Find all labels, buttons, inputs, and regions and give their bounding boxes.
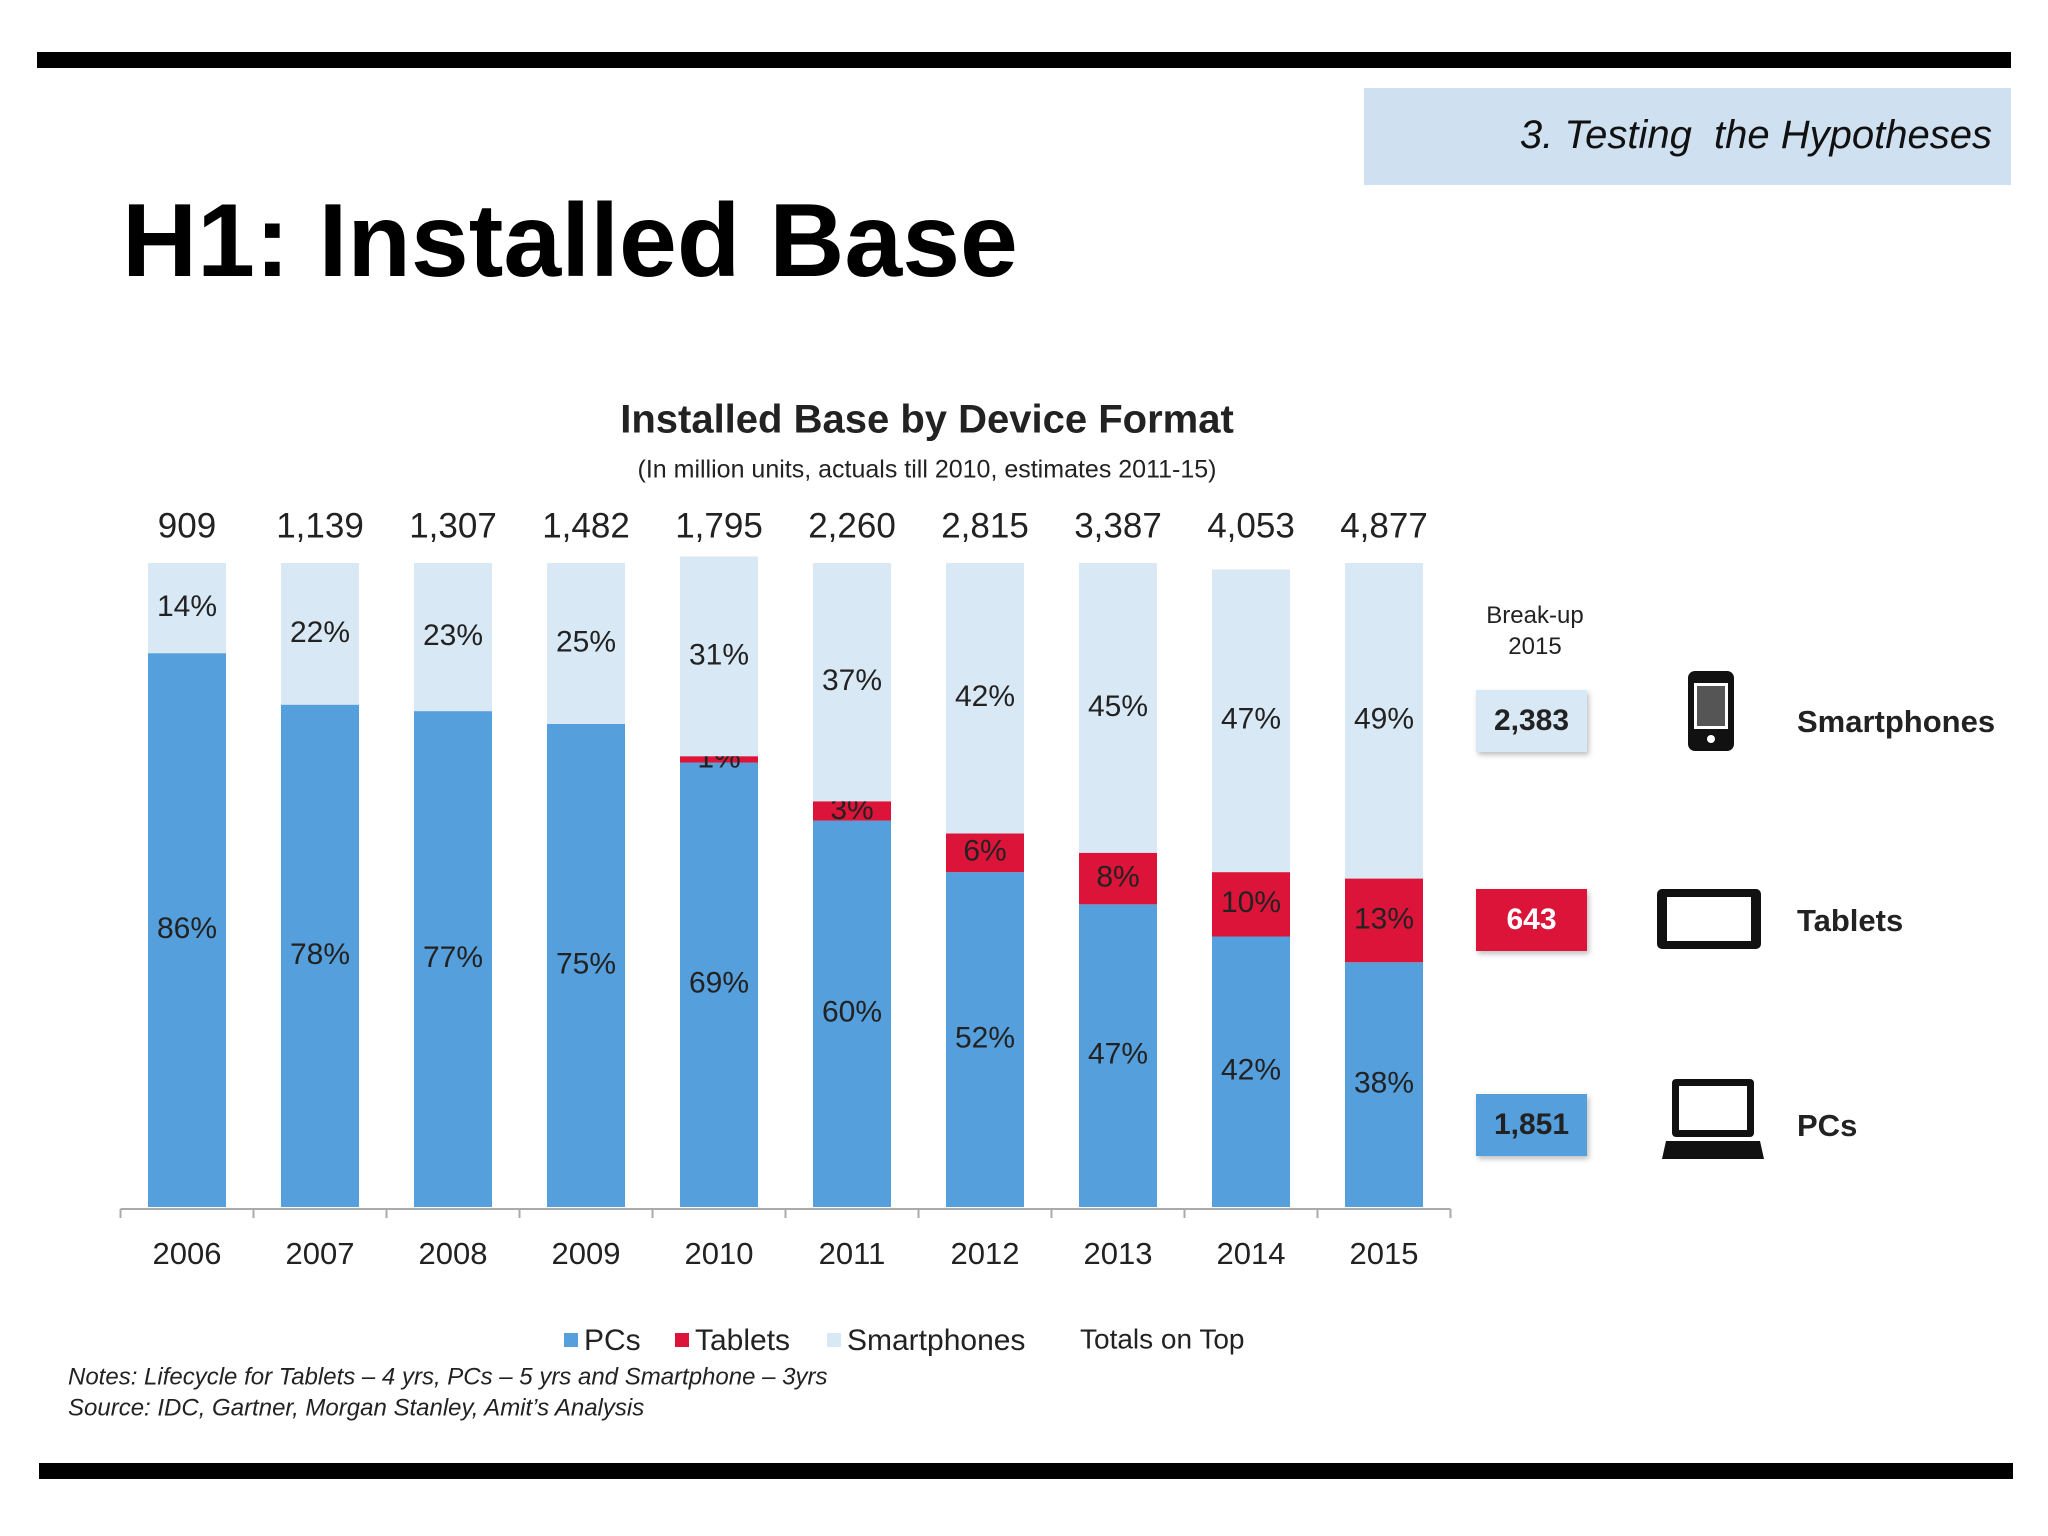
section-label: 3. Testing the Hypotheses: [1519, 113, 1992, 157]
x-tick-label: 2008: [419, 1236, 488, 1271]
bar-segment: [1079, 563, 1157, 853]
segment-label: 14%: [157, 590, 217, 623]
breakup-name: Smartphones: [1797, 704, 1996, 739]
bottom-rule: [39, 1463, 2013, 1479]
segment-label: 6%: [963, 835, 1006, 868]
segment-label: 60%: [822, 996, 882, 1029]
total-label: 1,139: [276, 506, 364, 545]
chart-title: Installed Base by Device Format: [620, 398, 1234, 442]
bar-segment: [148, 563, 226, 654]
segment-label: 13%: [1354, 902, 1414, 935]
breakup-name: Tablets: [1797, 903, 1904, 938]
segment-label: 47%: [1221, 703, 1281, 736]
bar-segment: [547, 724, 625, 1207]
x-tick-label: 2013: [1084, 1236, 1153, 1271]
segment-label: 31%: [689, 638, 749, 671]
segment-label: 45%: [1088, 690, 1148, 723]
segment-label: 42%: [1221, 1054, 1281, 1087]
bar-segment: [148, 653, 226, 1207]
bar-segment: [1212, 936, 1290, 1207]
segment-label: 78%: [290, 938, 350, 971]
x-tick-label: 2010: [685, 1236, 754, 1271]
total-label: 909: [158, 506, 216, 545]
bar-segment: [1212, 872, 1290, 937]
bar-segment: [946, 833, 1024, 873]
segment-label: 86%: [157, 912, 217, 945]
segment-label: 37%: [822, 664, 882, 697]
bar-segment: [414, 711, 492, 1207]
x-tick-label: 2011: [819, 1236, 886, 1271]
segment-label: 52%: [955, 1021, 1015, 1054]
bar-segment: [1079, 904, 1157, 1207]
bar-segment: [1212, 569, 1290, 873]
bar-segment: [414, 563, 492, 712]
laptop-icon: [1662, 1079, 1764, 1159]
segment-label: 47%: [1088, 1038, 1148, 1071]
legend-swatch: [564, 1333, 578, 1347]
segment-label: 69%: [689, 967, 749, 1000]
chart-subtitle: (In million units, actuals till 2010, es…: [638, 456, 1217, 484]
x-tick-label: 2009: [552, 1236, 621, 1271]
segment-label: 23%: [423, 619, 483, 652]
phone-icon: [1688, 671, 1734, 751]
total-label: 4,877: [1340, 506, 1428, 545]
footnote: Source: IDC, Gartner, Morgan Stanley, Am…: [68, 1394, 644, 1421]
x-tick-label: 2012: [951, 1236, 1020, 1271]
bar-segment: [813, 820, 891, 1207]
bar-segment: [1345, 563, 1423, 879]
legend-label: Tablets: [695, 1324, 790, 1357]
legend-swatch: [675, 1333, 689, 1347]
legend-label: Smartphones: [847, 1324, 1025, 1357]
bar-segment: [680, 756, 758, 763]
total-label: 3,387: [1074, 506, 1162, 545]
bar-segment: [281, 563, 359, 705]
breakup-box: 2,383: [1476, 690, 1587, 752]
section-box: [1364, 88, 2011, 185]
x-tick-label: 2006: [153, 1236, 222, 1271]
breakup-title: Break-up 2015: [1486, 602, 1584, 660]
top-rule: [37, 52, 2011, 68]
bar-segment: [1079, 852, 1157, 905]
bar-segment: [813, 563, 891, 802]
bar-segment: [946, 563, 1024, 834]
slide-title: H1: Installed Base: [122, 183, 1018, 299]
bar-segment: [547, 563, 625, 724]
total-label: 2,815: [941, 506, 1029, 545]
segment-label: 75%: [556, 947, 616, 980]
total-label: 1,482: [542, 506, 630, 545]
tablet-icon: [1657, 889, 1761, 949]
segment-label: 8%: [1096, 860, 1139, 893]
segment-label: 38%: [1354, 1067, 1414, 1100]
x-tick-label: 2007: [286, 1236, 355, 1271]
bar-segment: [1345, 962, 1423, 1207]
bar-segment: [680, 556, 758, 757]
legend-label: PCs: [584, 1324, 641, 1357]
segment-label: 77%: [423, 941, 483, 974]
bar-segment: [1345, 878, 1423, 963]
total-label: 1,307: [409, 506, 497, 545]
segment-label: 10%: [1221, 886, 1281, 919]
segment-label: 22%: [290, 616, 350, 649]
bar-segment: [680, 762, 758, 1207]
footnote: Notes: Lifecycle for Tablets – 4 yrs, PC…: [68, 1363, 827, 1390]
breakup-box: 643: [1476, 889, 1587, 951]
segment-label: 25%: [556, 625, 616, 658]
segment-label: 42%: [955, 680, 1015, 713]
x-tick-label: 2015: [1350, 1236, 1419, 1271]
legend-swatch: [827, 1333, 841, 1347]
total-label: 4,053: [1207, 506, 1295, 545]
bar-segment: [281, 704, 359, 1207]
legend-note: Totals on Top: [1080, 1323, 1245, 1354]
total-label: 1,795: [675, 506, 763, 545]
breakup-box: 1,851: [1476, 1094, 1587, 1156]
bar-segment: [813, 801, 891, 821]
breakup-name: PCs: [1797, 1108, 1858, 1143]
bar-segment: [946, 872, 1024, 1207]
x-tick-label: 2014: [1217, 1236, 1286, 1271]
total-label: 2,260: [808, 506, 896, 545]
segment-label: 49%: [1354, 703, 1414, 736]
